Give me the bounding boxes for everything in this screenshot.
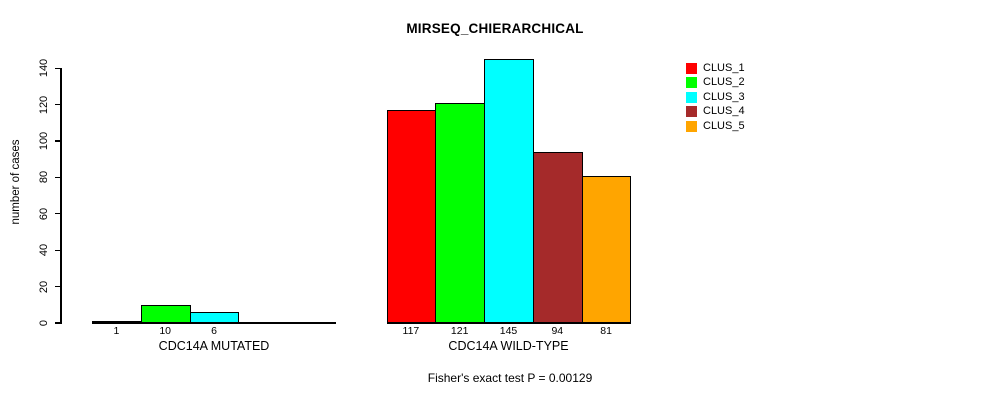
- y-tick: [55, 176, 61, 178]
- bar: [140, 304, 191, 323]
- legend-item: CLUS_5: [686, 119, 745, 132]
- y-tick: [55, 213, 61, 215]
- legend-label: CLUS_4: [703, 105, 745, 118]
- bar-value-label: 10: [159, 324, 172, 337]
- y-tick-label: 0: [38, 319, 50, 327]
- bar: [435, 102, 486, 323]
- legend-item: CLUS_1: [686, 63, 745, 74]
- bar: [484, 59, 534, 323]
- y-tick: [55, 285, 61, 288]
- legend-label: CLUS_3: [703, 90, 745, 103]
- y-tick-label: 120: [38, 95, 50, 114]
- bar-value-label: 94: [551, 324, 564, 337]
- bar-value-label: 1: [113, 324, 120, 337]
- y-tick-label: 40: [38, 244, 50, 257]
- y-axis-title: number of cases: [10, 139, 22, 225]
- bar: [532, 151, 583, 323]
- bar-value-label: 117: [402, 324, 420, 337]
- legend-swatch: [686, 106, 697, 118]
- x-axis-baseline: [386, 322, 631, 324]
- legend-swatch: [686, 91, 697, 103]
- y-tick-label: 100: [38, 131, 50, 151]
- legend-swatch: [686, 63, 697, 74]
- legend-label: CLUS_1: [703, 62, 745, 74]
- y-tick: [55, 103, 61, 106]
- y-tick-label: 80: [38, 171, 50, 184]
- bar-value-label: 145: [499, 324, 518, 337]
- legend-swatch: [686, 77, 697, 89]
- bar: [581, 175, 632, 323]
- chart-title: MIRSEQ_CHIERARCHICAL: [406, 21, 584, 36]
- group-label-mutated: CDC14A MUTATED: [158, 339, 270, 353]
- bar-value-label: 81: [600, 324, 612, 337]
- legend: CLUS_1 CLUS_2 CLUS_3 CLUS_4 CLUS_5: [686, 63, 745, 132]
- caption-fishers-test: Fisher's exact test P = 0.00129: [427, 371, 593, 385]
- y-tick: [55, 322, 61, 324]
- y-tick-label: 20: [38, 280, 50, 293]
- bar: [189, 312, 240, 323]
- x-axis-baseline: [92, 322, 336, 324]
- y-tick: [55, 67, 61, 69]
- legend-label: CLUS_2: [703, 76, 745, 89]
- legend-item: CLUS_4: [686, 105, 745, 118]
- bar-value-label: 6: [211, 324, 217, 337]
- y-tick: [55, 249, 61, 251]
- group-label-wildtype: CDC14A WILD-TYPE: [448, 339, 569, 353]
- bar: [92, 321, 142, 323]
- bar: [386, 109, 437, 323]
- y-tick-label: 60: [38, 207, 50, 220]
- y-axis-line: [60, 68, 62, 324]
- legend-swatch: [686, 120, 697, 132]
- legend-label: CLUS_5: [703, 119, 745, 132]
- bar-value-label: 121: [450, 324, 469, 337]
- y-tick-label: 140: [38, 58, 50, 78]
- legend-item: CLUS_2: [686, 76, 745, 89]
- legend-item: CLUS_3: [686, 90, 745, 103]
- y-tick: [55, 140, 61, 142]
